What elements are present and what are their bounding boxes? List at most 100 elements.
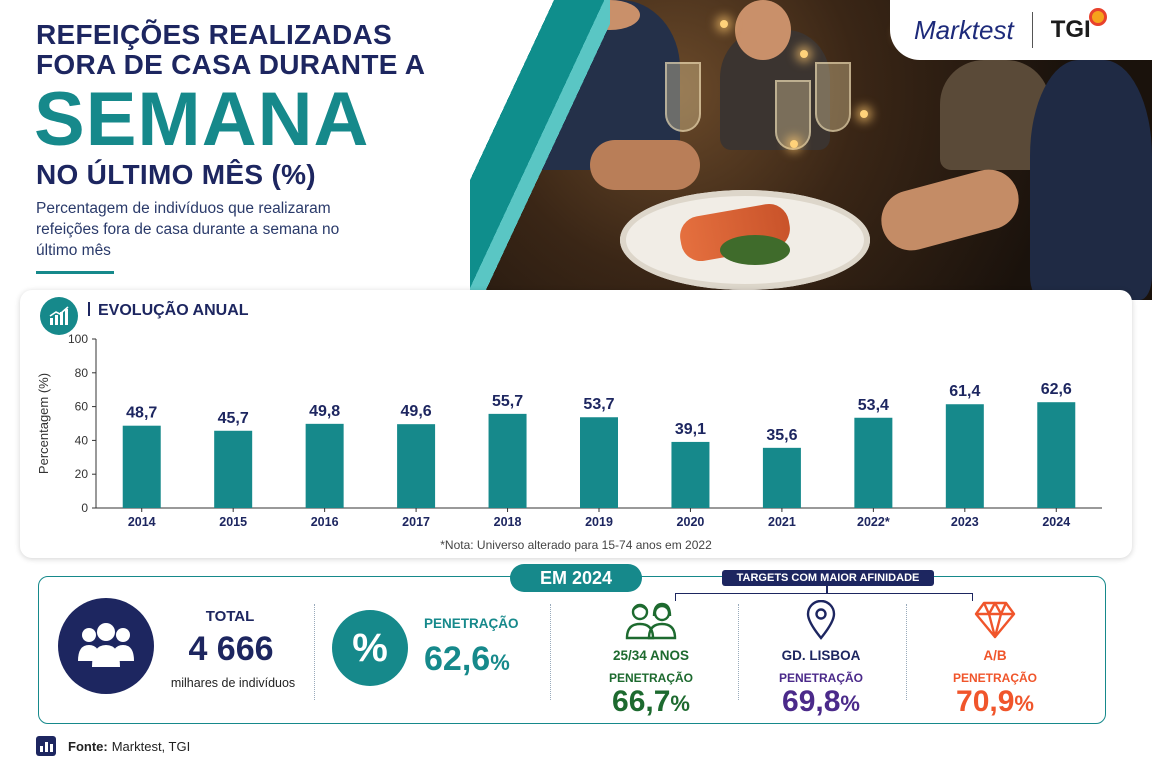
marktest-logo: Marktest: [914, 14, 1014, 45]
x-tick-label: 2018: [494, 515, 522, 529]
target-value: 70,9%: [956, 685, 1034, 718]
penetration-label: PENETRAÇÃO: [424, 616, 519, 631]
bar: [945, 404, 984, 508]
divider: [314, 604, 315, 700]
subtitle: Percentagem de indivíduos que realizaram…: [36, 200, 340, 259]
x-tick-label: 2016: [311, 515, 339, 529]
y-tick-label: 100: [68, 332, 88, 346]
total-unit: milhares de indivíduos: [170, 676, 296, 690]
wine-glass: [815, 62, 851, 132]
percent-icon: %: [332, 610, 408, 686]
wine-glass: [665, 62, 701, 132]
bar: [854, 417, 893, 508]
wine-glass: [775, 80, 811, 150]
divider: [906, 604, 907, 700]
chart-heading: EVOLUÇÃO ANUAL: [88, 302, 249, 320]
ambient-light: [790, 140, 798, 148]
bar-chart-icon: [36, 736, 56, 756]
bar: [1037, 402, 1076, 508]
data-label: 53,4: [858, 397, 889, 414]
x-tick-label: 2024: [1042, 515, 1070, 529]
bar: [671, 441, 710, 508]
title-line-1: REFEIÇÕES REALIZADAS: [36, 19, 393, 50]
data-label: 49,6: [401, 403, 432, 420]
target-25-34: 25/34 ANOS PENETRAÇÃO 66,7%: [576, 600, 726, 719]
teal-diagonal-stripe: [470, 0, 610, 300]
tgi-logo: TGI: [1051, 8, 1107, 44]
penetration-value: 62,6%: [424, 640, 510, 678]
target-name: 25/34 ANOS: [612, 648, 690, 663]
chart-note: *Nota: Universo alterado para 15-74 anos…: [440, 538, 712, 552]
title-line-3: NO ÚLTIMO MÊS (%): [36, 159, 316, 190]
bar: [305, 423, 344, 508]
source-label: Fonte:: [68, 738, 108, 754]
y-tick-label: 40: [75, 433, 89, 447]
data-label: 61,4: [949, 383, 980, 400]
subtitle-underline: [36, 271, 114, 274]
target-gd-lisboa: GD. LISBOA PENETRAÇÃO 69,8%: [746, 600, 896, 719]
bar: [762, 447, 801, 508]
targets-connector: [826, 586, 828, 594]
x-tick-label: 2019: [585, 515, 613, 529]
target-name: A/B: [983, 648, 1007, 663]
y-tick-label: 60: [75, 400, 89, 414]
divider: [550, 604, 551, 700]
target-value: 69,8%: [782, 685, 860, 718]
target-ab: A/B PENETRAÇÃO 70,9%: [920, 600, 1070, 719]
ambient-light: [860, 110, 868, 118]
target-name: GD. LISBOA: [781, 648, 861, 663]
data-label: 45,7: [218, 410, 249, 427]
bar: [397, 424, 436, 508]
bar: [214, 430, 253, 508]
ambient-light: [720, 20, 728, 28]
target-penetration-label: PENETRAÇÃO: [952, 671, 1037, 685]
bar: [488, 413, 527, 508]
page-title: REFEIÇÕES REALIZADAS FORA DE CASA DURANT…: [34, 19, 426, 190]
trend-chart-icon: [40, 297, 78, 335]
title-big: SEMANA: [34, 77, 370, 162]
total-label: TOTAL: [205, 608, 255, 625]
data-label: 53,7: [583, 396, 614, 413]
x-tick-label: 2022*: [857, 515, 890, 529]
target-penetration-label: PENETRAÇÃO: [608, 671, 693, 685]
targets-bracket: [675, 593, 973, 601]
brand-badge: Marktest TGI: [890, 0, 1152, 60]
data-label: 62,6: [1041, 381, 1072, 398]
location-pin-icon: [746, 600, 896, 640]
total-value: 4 666: [188, 630, 274, 668]
source-text: Marktest, TGI: [111, 738, 191, 754]
target-penetration-label: PENETRAÇÃO: [778, 671, 863, 685]
tgi-logo-mark: [1088, 8, 1107, 26]
divider: [738, 604, 739, 700]
bar-chart: 0 20 40 60 80 100 Percentagem (%) 48,7 2014 45,7 2…: [36, 332, 1102, 529]
bar: [580, 417, 618, 508]
x-tick-label: 2021: [768, 515, 796, 529]
x-tick-label: 2015: [219, 515, 247, 529]
brand-divider: [1031, 12, 1033, 48]
data-label: 48,7: [126, 405, 157, 422]
y-tick-label: 20: [75, 467, 89, 481]
diner-hand: [874, 162, 1026, 258]
x-tick-label: 2023: [951, 515, 979, 529]
x-tick-label: 2014: [128, 515, 156, 529]
data-label: 35,6: [766, 427, 797, 444]
source-line: Fonte: Marktest, TGI: [36, 736, 190, 756]
ambient-light: [800, 50, 808, 58]
couple-icon: [576, 600, 726, 640]
x-tick-label: 2017: [402, 515, 430, 529]
diner-figure: [1030, 60, 1152, 300]
y-tick-label: 80: [75, 366, 89, 380]
target-value: 66,7%: [612, 685, 690, 718]
title-line-2: FORA DE CASA DURANTE A: [36, 49, 426, 80]
x-tick-label: 2020: [677, 515, 705, 529]
y-tick-label: 0: [81, 501, 88, 515]
diamond-icon: [920, 600, 1070, 640]
data-label: 39,1: [675, 421, 706, 438]
salad-greens: [720, 235, 790, 265]
people-group-icon: [58, 598, 154, 694]
data-label: 49,8: [309, 403, 340, 420]
y-axis-label: Percentagem (%): [36, 373, 51, 474]
year-badge: EM 2024: [510, 564, 642, 592]
targets-label: TARGETS COM MAIOR AFINIDADE: [722, 570, 934, 586]
data-label: 55,7: [492, 393, 523, 410]
